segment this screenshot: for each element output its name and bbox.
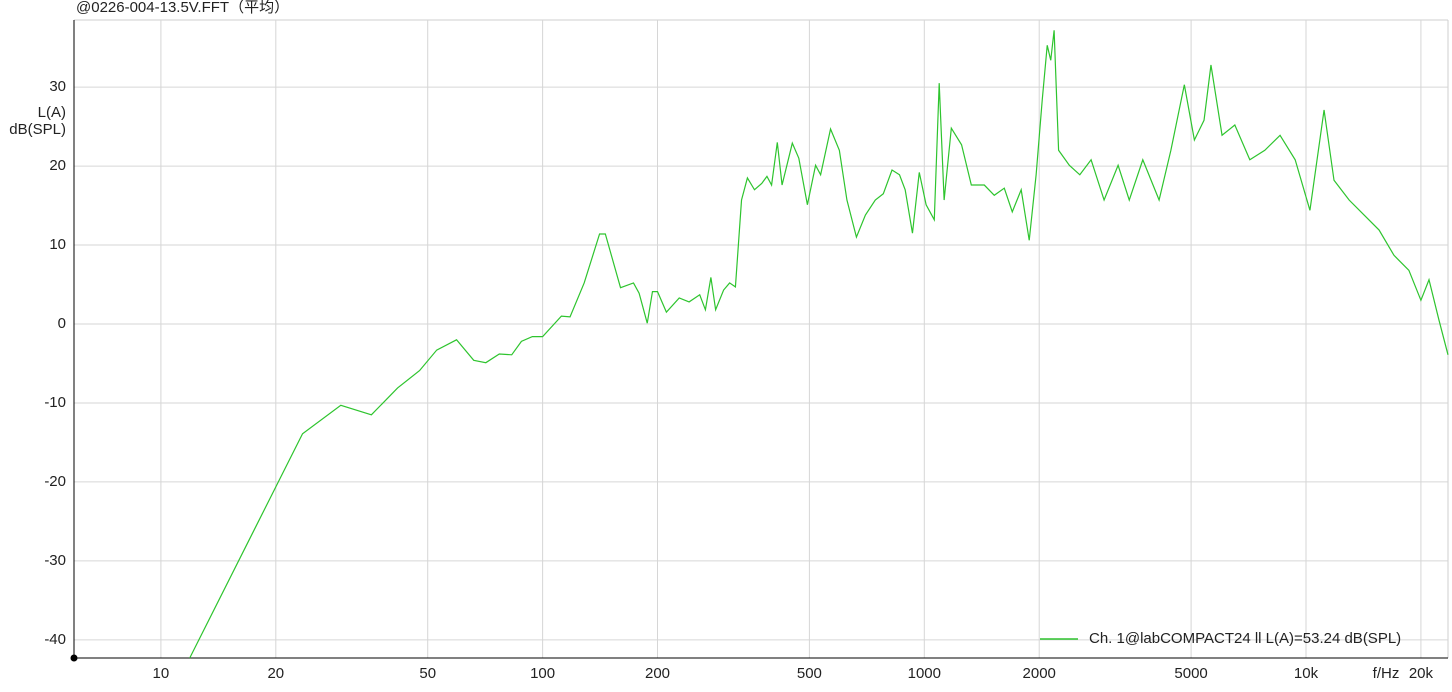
x-tick-label: 200 [645,665,670,682]
x-tick-label: 1000 [908,665,941,682]
x-tick-label: 5000 [1174,665,1207,682]
chart-title: @0226-004-13.5V.FFT（平均） [76,0,289,16]
y-tick-label: -10 [44,394,66,411]
x-tick-label: 2000 [1023,665,1056,682]
x-tick-label: 50 [419,665,436,682]
y-tick-label: 10 [49,236,66,253]
legend-label: Ch. 1@labCOMPACT24 ll L(A)=53.24 dB(SPL) [1089,630,1401,647]
x-tick-label: 20k [1409,665,1434,682]
y-label: L(A) [38,104,66,121]
y-tick-label: -30 [44,552,66,569]
x-tick-label: 20 [267,665,284,682]
y-tick-label: 30 [49,78,66,95]
data-line [189,30,1449,659]
x-tick-label: 100 [530,665,555,682]
y-unit: dB(SPL) [9,121,66,138]
y-tick-label: -40 [44,631,66,648]
x-tick-label: 10 [153,665,170,682]
x-label: f/Hz [1373,665,1400,682]
y-tick-label: 20 [49,157,66,174]
y-tick-label: -20 [44,473,66,490]
x-tick-label: 10k [1294,665,1319,682]
x-tick-label: 500 [797,665,822,682]
axis-origin [70,654,78,662]
y-tick-label: 0 [58,315,66,332]
